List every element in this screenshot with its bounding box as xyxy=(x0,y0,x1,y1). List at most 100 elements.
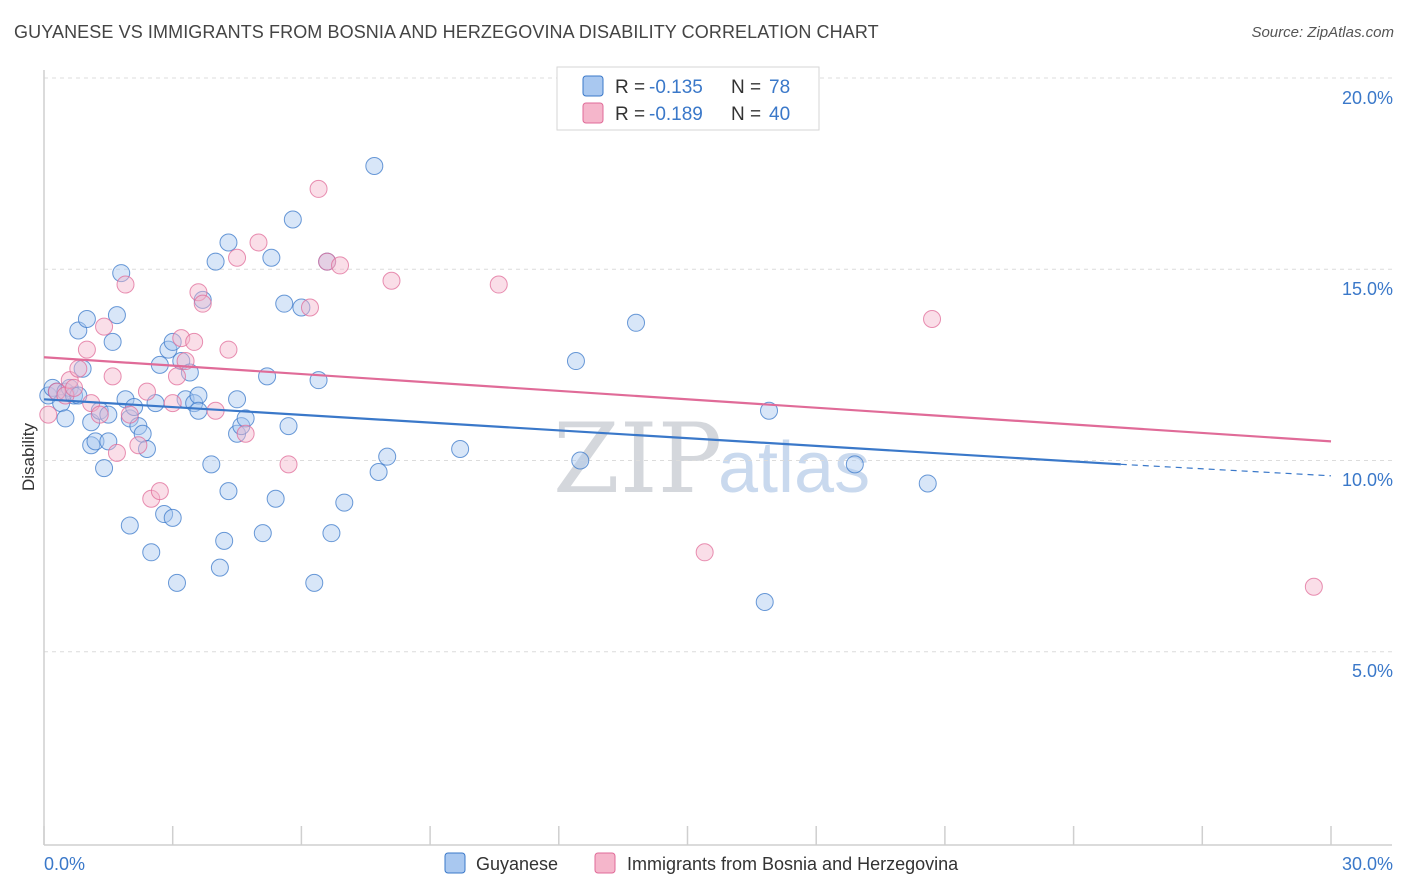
data-point xyxy=(86,432,105,451)
data-point xyxy=(335,493,354,512)
data-point xyxy=(365,156,384,175)
bottom-legend-swatch-blue xyxy=(444,852,466,874)
data-point xyxy=(167,367,186,386)
data-point xyxy=(129,436,148,455)
data-point xyxy=(202,455,221,474)
data-point xyxy=(300,298,319,317)
data-point xyxy=(189,386,208,405)
data-point xyxy=(275,294,294,313)
data-point xyxy=(163,332,182,351)
data-point xyxy=(253,524,272,543)
data-point xyxy=(112,264,131,283)
trend-line xyxy=(43,356,1332,443)
legend-r-label: R = xyxy=(615,104,645,125)
data-point xyxy=(266,489,285,508)
legend-swatch-pink xyxy=(582,102,604,124)
data-point xyxy=(331,256,350,275)
data-point xyxy=(923,309,942,328)
data-point xyxy=(150,482,169,501)
trend-lines xyxy=(43,356,1332,477)
y-axis-label: Disability xyxy=(19,422,38,491)
y-tick-label: 20.0% xyxy=(1342,88,1393,108)
data-point xyxy=(206,252,225,271)
data-point xyxy=(39,405,58,424)
data-point xyxy=(155,505,174,524)
data-point xyxy=(103,332,122,351)
data-point xyxy=(210,558,229,577)
legend-swatch-blue xyxy=(582,75,604,97)
data-point xyxy=(120,516,139,535)
data-point xyxy=(1304,577,1323,596)
data-point xyxy=(755,593,774,612)
data-point xyxy=(215,531,234,550)
data-point xyxy=(695,543,714,562)
data-point xyxy=(90,405,109,424)
data-point xyxy=(95,459,114,478)
data-point xyxy=(279,455,298,474)
data-point xyxy=(378,447,397,466)
data-point xyxy=(382,271,401,290)
data-point xyxy=(249,233,268,252)
data-point xyxy=(236,409,255,428)
data-point xyxy=(760,401,779,420)
data-point xyxy=(137,440,156,459)
data-point xyxy=(262,248,281,267)
legend-r-value: -0.189 xyxy=(649,104,703,125)
data-point xyxy=(189,401,208,420)
trend-line xyxy=(43,398,1121,466)
series-bosnia-points xyxy=(39,179,1323,596)
data-point xyxy=(283,210,302,229)
data-point xyxy=(56,409,75,428)
data-point xyxy=(219,233,238,252)
data-point xyxy=(193,294,212,313)
top-legend: R = -0.135 N = 78 R = -0.189 N = 40 xyxy=(556,66,820,131)
data-point xyxy=(627,313,646,332)
data-point xyxy=(163,394,182,413)
data-point xyxy=(236,424,255,443)
data-point xyxy=(305,573,324,592)
bottom-legend-swatch-pink xyxy=(594,852,616,874)
legend-r-label: R = xyxy=(615,77,645,98)
x-axis-ticks xyxy=(43,826,1332,845)
chart-source: Source: ZipAtlas.com xyxy=(1251,24,1394,41)
data-point xyxy=(322,524,341,543)
bottom-legend-label-bosnia: Immigrants from Bosnia and Herzegovina xyxy=(627,854,959,874)
data-point xyxy=(107,306,126,325)
data-point xyxy=(95,317,114,336)
trend-line-extension xyxy=(1120,463,1332,477)
y-tick-label: 10.0% xyxy=(1342,470,1393,490)
data-point xyxy=(845,455,864,474)
data-point xyxy=(167,573,186,592)
x-tick-label-min: 0.0% xyxy=(44,854,85,874)
data-point xyxy=(489,275,508,294)
data-point xyxy=(77,309,96,328)
watermark-zip: ZIP xyxy=(553,403,722,515)
data-point xyxy=(189,283,208,302)
y-tick-label: 15.0% xyxy=(1342,279,1393,299)
data-point xyxy=(571,451,590,470)
legend-n-value: 40 xyxy=(769,104,790,125)
data-point xyxy=(219,340,238,359)
chart-title: GUYANESE VS IMMIGRANTS FROM BOSNIA AND H… xyxy=(14,22,879,42)
data-point xyxy=(120,405,139,424)
data-point xyxy=(77,340,96,359)
data-point xyxy=(228,390,247,409)
data-point xyxy=(69,359,88,378)
data-point xyxy=(103,367,122,386)
data-point xyxy=(279,417,298,436)
data-point xyxy=(918,474,937,493)
legend-n-label: N = xyxy=(731,104,761,125)
data-point xyxy=(65,378,84,397)
data-point xyxy=(107,443,126,462)
legend-n-value: 78 xyxy=(769,77,790,98)
data-point xyxy=(309,179,328,198)
data-point xyxy=(185,332,204,351)
data-point xyxy=(116,275,135,294)
data-point xyxy=(566,352,585,371)
data-point xyxy=(219,482,238,501)
data-point xyxy=(163,508,182,527)
data-point xyxy=(142,543,161,562)
gridlines xyxy=(44,77,1392,653)
data-point xyxy=(369,462,388,481)
